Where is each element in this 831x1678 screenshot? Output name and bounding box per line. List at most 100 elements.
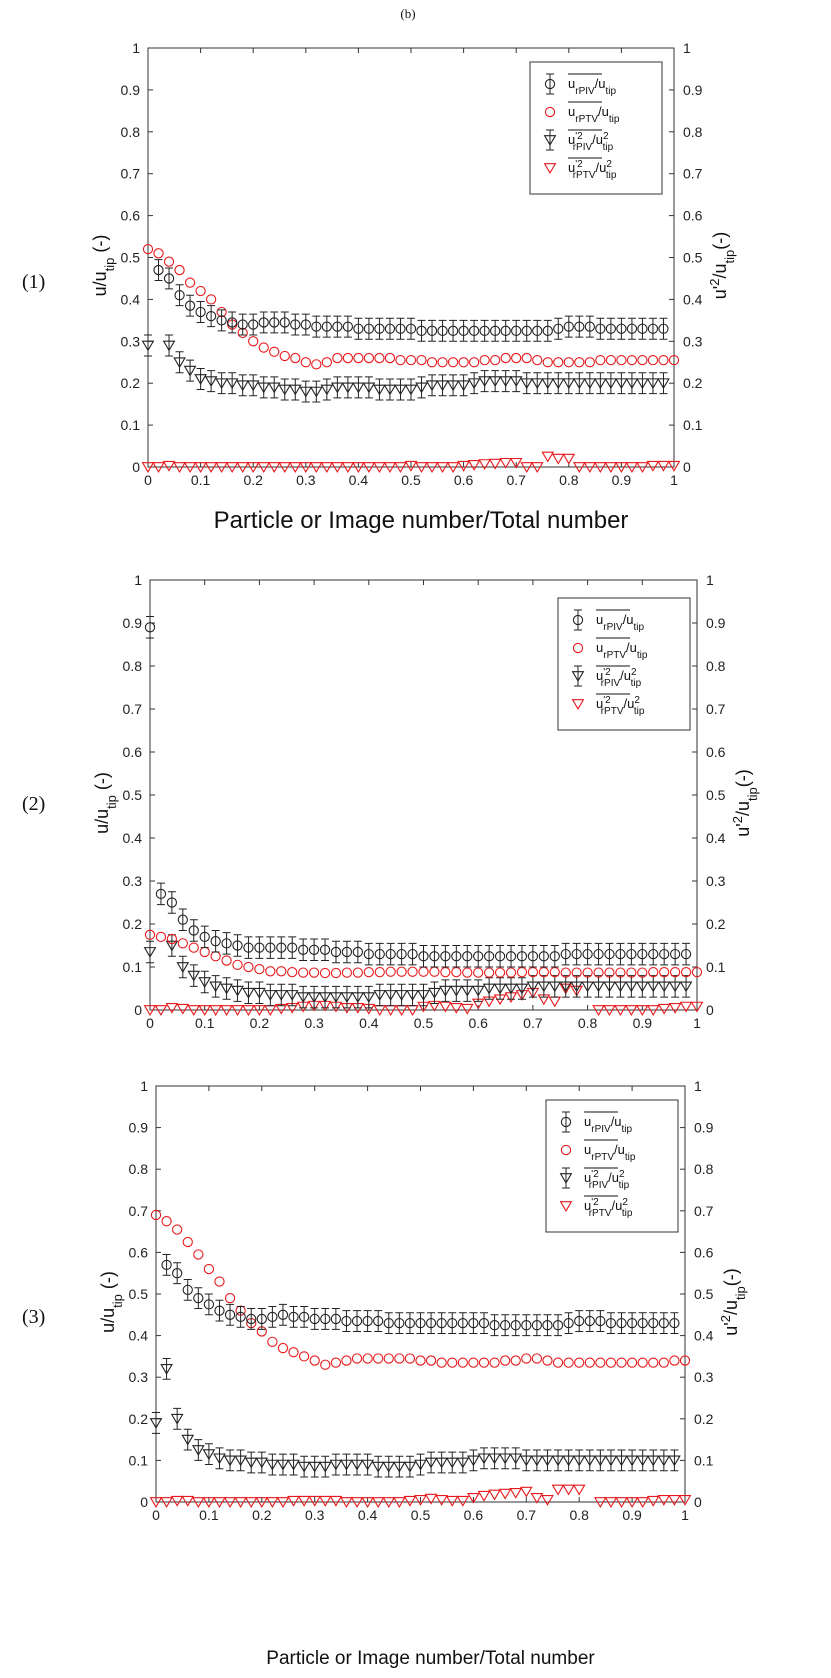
piv-fluct-point (350, 1459, 364, 1471)
piv-fluct-errorbar (605, 975, 614, 998)
piv-mean-errorbar (539, 945, 548, 968)
y2-tick-label: 0.4 (706, 830, 726, 846)
ptv-fluct-point (520, 462, 534, 473)
ptv-mean-point (648, 967, 659, 978)
piv-mean-point (276, 942, 287, 953)
piv-mean-errorbar (211, 929, 220, 953)
ptv-mean-point (142, 243, 154, 255)
ptv-mean-point (549, 967, 560, 978)
ptv-mean-point (527, 967, 539, 978)
ptv-mean-point (473, 967, 484, 978)
piv-fluct-errorbar (463, 979, 472, 1002)
piv-mean-point (521, 1320, 532, 1331)
ptv-mean-point (341, 967, 353, 978)
piv-mean-errorbar (430, 945, 439, 968)
piv-mean-point (363, 323, 375, 334)
series-ptv-mean (150, 1209, 691, 1370)
ptv-mean-point (479, 355, 490, 366)
piv-fluct-point (246, 380, 260, 392)
ptv-mean-point (221, 955, 232, 966)
piv-fluct-point (499, 376, 513, 388)
piv-fluct-errorbar (353, 985, 362, 1009)
ptv-mean-point (490, 355, 501, 366)
piv-fluct-point (477, 1453, 491, 1465)
y-tick-label: 0.9 (123, 615, 143, 631)
piv-fluct-errorbar (572, 975, 581, 998)
piv-mean-point (429, 951, 440, 962)
piv-fluct-errorbar (470, 372, 479, 395)
ptv-mean-point (511, 352, 522, 364)
piv-mean-errorbar (554, 1314, 563, 1337)
ptv-mean-point (616, 1357, 627, 1368)
piv-mean-point (447, 325, 459, 336)
y2-axis-label: u'2/utip(-) (718, 1268, 748, 1335)
piv-mean-point (277, 1309, 289, 1320)
y-tick-label: 0.5 (129, 1286, 149, 1302)
piv-fluct-errorbar (321, 1455, 330, 1478)
piv-fluct-point (509, 376, 523, 388)
ptv-fluct-point (170, 1495, 184, 1507)
y2-tick-label: 0.9 (694, 1120, 714, 1136)
piv-fluct-point (519, 1455, 533, 1467)
ptv-mean-point (648, 1357, 659, 1368)
piv-mean-errorbar (215, 1299, 224, 1322)
piv-mean-point (193, 1293, 204, 1304)
piv-mean-point (527, 951, 539, 962)
ptv-mean-point (150, 1209, 162, 1221)
ptv-fluct-point (635, 1005, 649, 1016)
ptv-mean-point (172, 1224, 183, 1235)
ptv-mean-point (560, 967, 571, 978)
legend-errorbar (574, 665, 582, 687)
piv-fluct-point (220, 983, 233, 995)
y-tick-label: 0.7 (129, 1203, 149, 1219)
piv-fluct-point (406, 990, 419, 1001)
ptv-mean-point (276, 966, 287, 977)
ptv-mean-point (499, 1355, 511, 1366)
piv-mean-errorbar (386, 942, 395, 966)
ptv-mean-point (658, 1357, 669, 1368)
piv-fluct-point (160, 1364, 173, 1375)
x-tick-label: 0.9 (622, 1507, 642, 1523)
piv-mean-errorbar (280, 311, 289, 334)
piv-fluct-errorbar (257, 1451, 266, 1474)
x-tick-label: 1 (681, 1507, 689, 1523)
x-tick-label: 0 (152, 1507, 160, 1523)
piv-mean-errorbar (564, 315, 573, 338)
piv-mean-point (407, 948, 418, 960)
piv-fluct-errorbar (616, 975, 625, 998)
ptv-fluct-point (657, 460, 670, 472)
piv-mean-errorbar (333, 315, 342, 338)
ptv-mean-point (637, 355, 648, 366)
piv-mean-point (144, 622, 156, 633)
y2-tick-label: 0.5 (706, 787, 726, 803)
piv-fluct-errorbar (554, 1449, 563, 1472)
piv-fluct-errorbar (512, 370, 521, 393)
y2-tick-label: 1 (694, 1078, 702, 1094)
y2-tick-label: 0 (706, 1002, 714, 1018)
ptv-fluct-point (276, 1497, 290, 1508)
ptv-mean-point (563, 1357, 574, 1368)
ptv-fluct-point (414, 1495, 427, 1506)
y2-tick-label: 0.7 (683, 166, 703, 182)
piv-mean-errorbar (449, 319, 458, 342)
piv-mean-point (462, 951, 473, 962)
ptv-mean-point (538, 967, 549, 978)
piv-mean-errorbar (363, 1310, 372, 1332)
piv-fluct-point (436, 380, 449, 392)
piv-mean-errorbar (491, 319, 500, 342)
piv-mean-errorbar (470, 319, 479, 342)
legend-errorbar (562, 1167, 570, 1189)
piv-fluct-errorbar (375, 378, 384, 401)
x-tick-label: 0.5 (414, 1015, 434, 1031)
y2-tick-label: 0.6 (683, 208, 703, 224)
ptv-fluct-point (646, 460, 660, 472)
ptv-mean-point (680, 967, 692, 978)
x-tick-label: 0.9 (633, 1015, 653, 1031)
piv-mean-point (648, 1317, 659, 1329)
legend-errorbar (574, 609, 582, 631)
ptv-fluct-point (615, 462, 628, 473)
y2-tick-label: 0.8 (694, 1161, 714, 1177)
piv-mean-errorbar (238, 313, 247, 336)
piv-fluct-errorbar (255, 981, 264, 1005)
piv-fluct-point (213, 1453, 226, 1465)
